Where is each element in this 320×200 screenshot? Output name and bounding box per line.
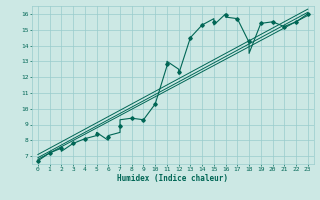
X-axis label: Humidex (Indice chaleur): Humidex (Indice chaleur) <box>117 174 228 183</box>
